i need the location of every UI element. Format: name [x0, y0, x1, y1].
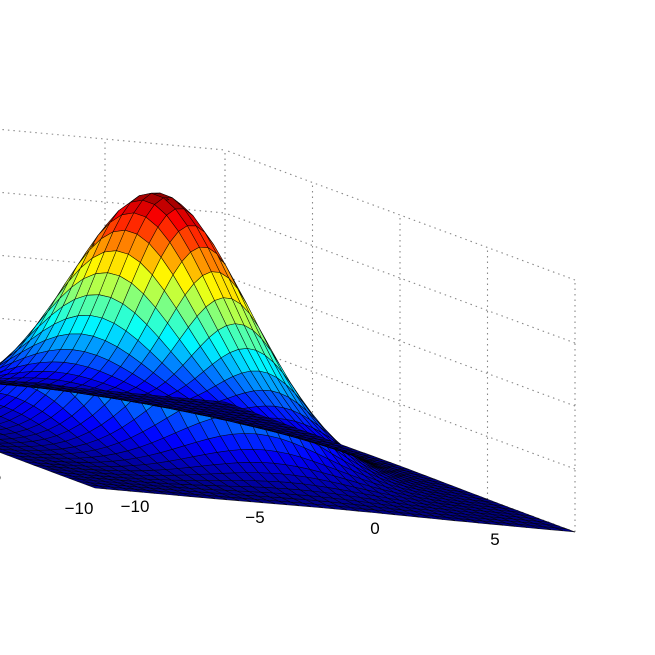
surface-patch-15-32: [0, 374, 8, 379]
surface-patch-12-28: [0, 358, 7, 365]
x-tick-label-3: 5: [490, 530, 499, 549]
surface-patch-2-14: [0, 439, 9, 444]
surface-patch-6-20: [0, 404, 5, 410]
grid-line-back-x-4: [0, 128, 226, 151]
grid-line-back-x-3: [0, 191, 226, 214]
surface-patch-21-39: [0, 380, 18, 385]
surface-patch-0-12: [0, 448, 3, 450]
surface-mesh: [0, 192, 576, 533]
surface-patch-19-38: [0, 382, 3, 384]
surface-patch-7-21: [0, 393, 8, 401]
surface-patch-1-13: [0, 444, 6, 447]
surface-patch-20-39: [0, 380, 6, 383]
x-axis-ticks: −10 −5 0 5: [121, 497, 500, 549]
y-tick-label-1: −5: [0, 467, 1, 486]
y-tick-label-0: −10: [65, 499, 94, 518]
surface-patch-5-19: [0, 415, 2, 418]
surface-patch-3-16: [0, 433, 4, 436]
x-tick-label-1: −5: [245, 508, 264, 527]
x-tick-label-2: 0: [370, 519, 379, 538]
surface-patch-14-31: [0, 370, 4, 374]
y-axis-ticks: −10−505: [0, 467, 94, 519]
surface-patch-4-17: [0, 425, 8, 430]
x-tick-label-0: −10: [121, 497, 150, 516]
surface-patch-13-30: [0, 367, 1, 369]
grid-line-back-y-4: [224, 149, 576, 281]
